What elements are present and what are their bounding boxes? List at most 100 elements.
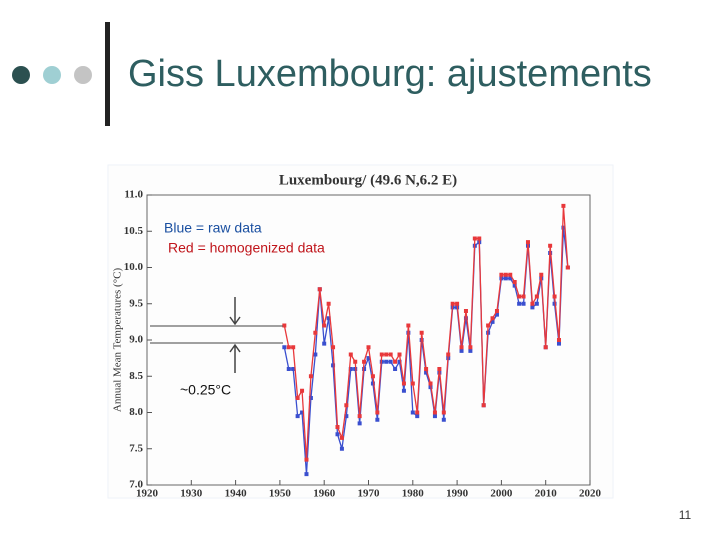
- point: [512, 280, 517, 284]
- point: [459, 345, 464, 350]
- point: [331, 345, 336, 350]
- point: [552, 294, 557, 299]
- point: [388, 359, 393, 364]
- point: [370, 381, 375, 386]
- point: [441, 410, 446, 415]
- annotation: ~0.25°C: [180, 382, 231, 398]
- point: [450, 301, 455, 306]
- point: [393, 367, 398, 371]
- point: [375, 417, 380, 422]
- point: [419, 330, 424, 335]
- point: [530, 301, 535, 306]
- point: [477, 236, 482, 241]
- point: [499, 272, 504, 277]
- y-tick-label: 7.0: [129, 479, 143, 491]
- point: [335, 425, 340, 429]
- point: [432, 410, 437, 415]
- x-tick-label: 2000: [490, 488, 513, 500]
- point: [548, 243, 553, 248]
- point: [366, 345, 371, 350]
- x-tick-label: 1980: [402, 488, 425, 500]
- point: [322, 323, 327, 328]
- point: [339, 435, 344, 440]
- point: [304, 457, 309, 462]
- point: [503, 276, 508, 281]
- point: [339, 446, 344, 451]
- point: [437, 367, 442, 371]
- point: [424, 370, 429, 375]
- point: [441, 417, 446, 422]
- bullet-dot: [74, 66, 92, 84]
- x-tick-label: 2020: [579, 488, 602, 500]
- point: [384, 359, 389, 364]
- x-tick-label: 1940: [225, 488, 248, 500]
- point: [508, 276, 513, 281]
- point: [388, 352, 393, 357]
- point: [384, 352, 389, 357]
- point: [561, 225, 566, 230]
- point: [344, 403, 349, 408]
- point: [291, 367, 296, 371]
- point: [468, 348, 473, 353]
- point: [494, 312, 499, 317]
- x-tick-label: 1970: [358, 488, 381, 500]
- y-tick-label: 8.5: [129, 370, 143, 382]
- point: [521, 294, 526, 299]
- point: [490, 316, 495, 321]
- point: [534, 301, 539, 306]
- point: [344, 414, 349, 419]
- point: [517, 301, 522, 306]
- point: [512, 283, 517, 288]
- point: [556, 338, 561, 342]
- point: [393, 359, 398, 364]
- slide-title: Giss Luxembourg: ajustements: [128, 53, 652, 95]
- point: [410, 410, 415, 415]
- chart-frame: [107, 164, 614, 499]
- point: [401, 381, 406, 386]
- annotation: Blue = raw data: [164, 220, 262, 236]
- point: [406, 323, 411, 328]
- point: [300, 410, 305, 415]
- point: [362, 359, 367, 364]
- point: [446, 352, 451, 357]
- divider: [105, 22, 110, 126]
- chart: Luxembourg/ (49.6 N,6.2 E) Annual Mean T…: [107, 164, 614, 499]
- point: [317, 287, 322, 292]
- point: [313, 352, 318, 357]
- point: [331, 363, 336, 368]
- point: [282, 323, 287, 328]
- point: [304, 472, 309, 477]
- point: [494, 309, 499, 313]
- point: [455, 301, 460, 306]
- point: [401, 388, 406, 393]
- y-tick-label: 8.0: [129, 406, 143, 418]
- y-tick-label: 11.0: [124, 189, 143, 201]
- point: [424, 367, 429, 371]
- point: [375, 410, 380, 415]
- point: [366, 356, 371, 361]
- bullet-dot: [12, 66, 30, 84]
- point: [415, 414, 420, 419]
- y-tick-label: 10.0: [124, 261, 144, 273]
- x-tick-label: 2010: [535, 488, 558, 500]
- point: [308, 374, 313, 379]
- annotation: Red = homogenized data: [168, 240, 325, 256]
- point: [415, 410, 420, 415]
- point: [348, 352, 353, 357]
- point: [326, 301, 331, 306]
- point: [468, 345, 473, 350]
- point: [463, 309, 468, 313]
- x-tick-label: 1950: [269, 488, 292, 500]
- point: [561, 203, 566, 208]
- point: [322, 341, 327, 346]
- point: [543, 345, 548, 350]
- point: [428, 381, 433, 386]
- point: [410, 381, 415, 386]
- point: [282, 345, 287, 350]
- page-number: 11: [679, 508, 692, 522]
- point: [517, 294, 522, 299]
- point: [397, 359, 402, 364]
- point: [353, 359, 358, 364]
- point: [463, 316, 468, 321]
